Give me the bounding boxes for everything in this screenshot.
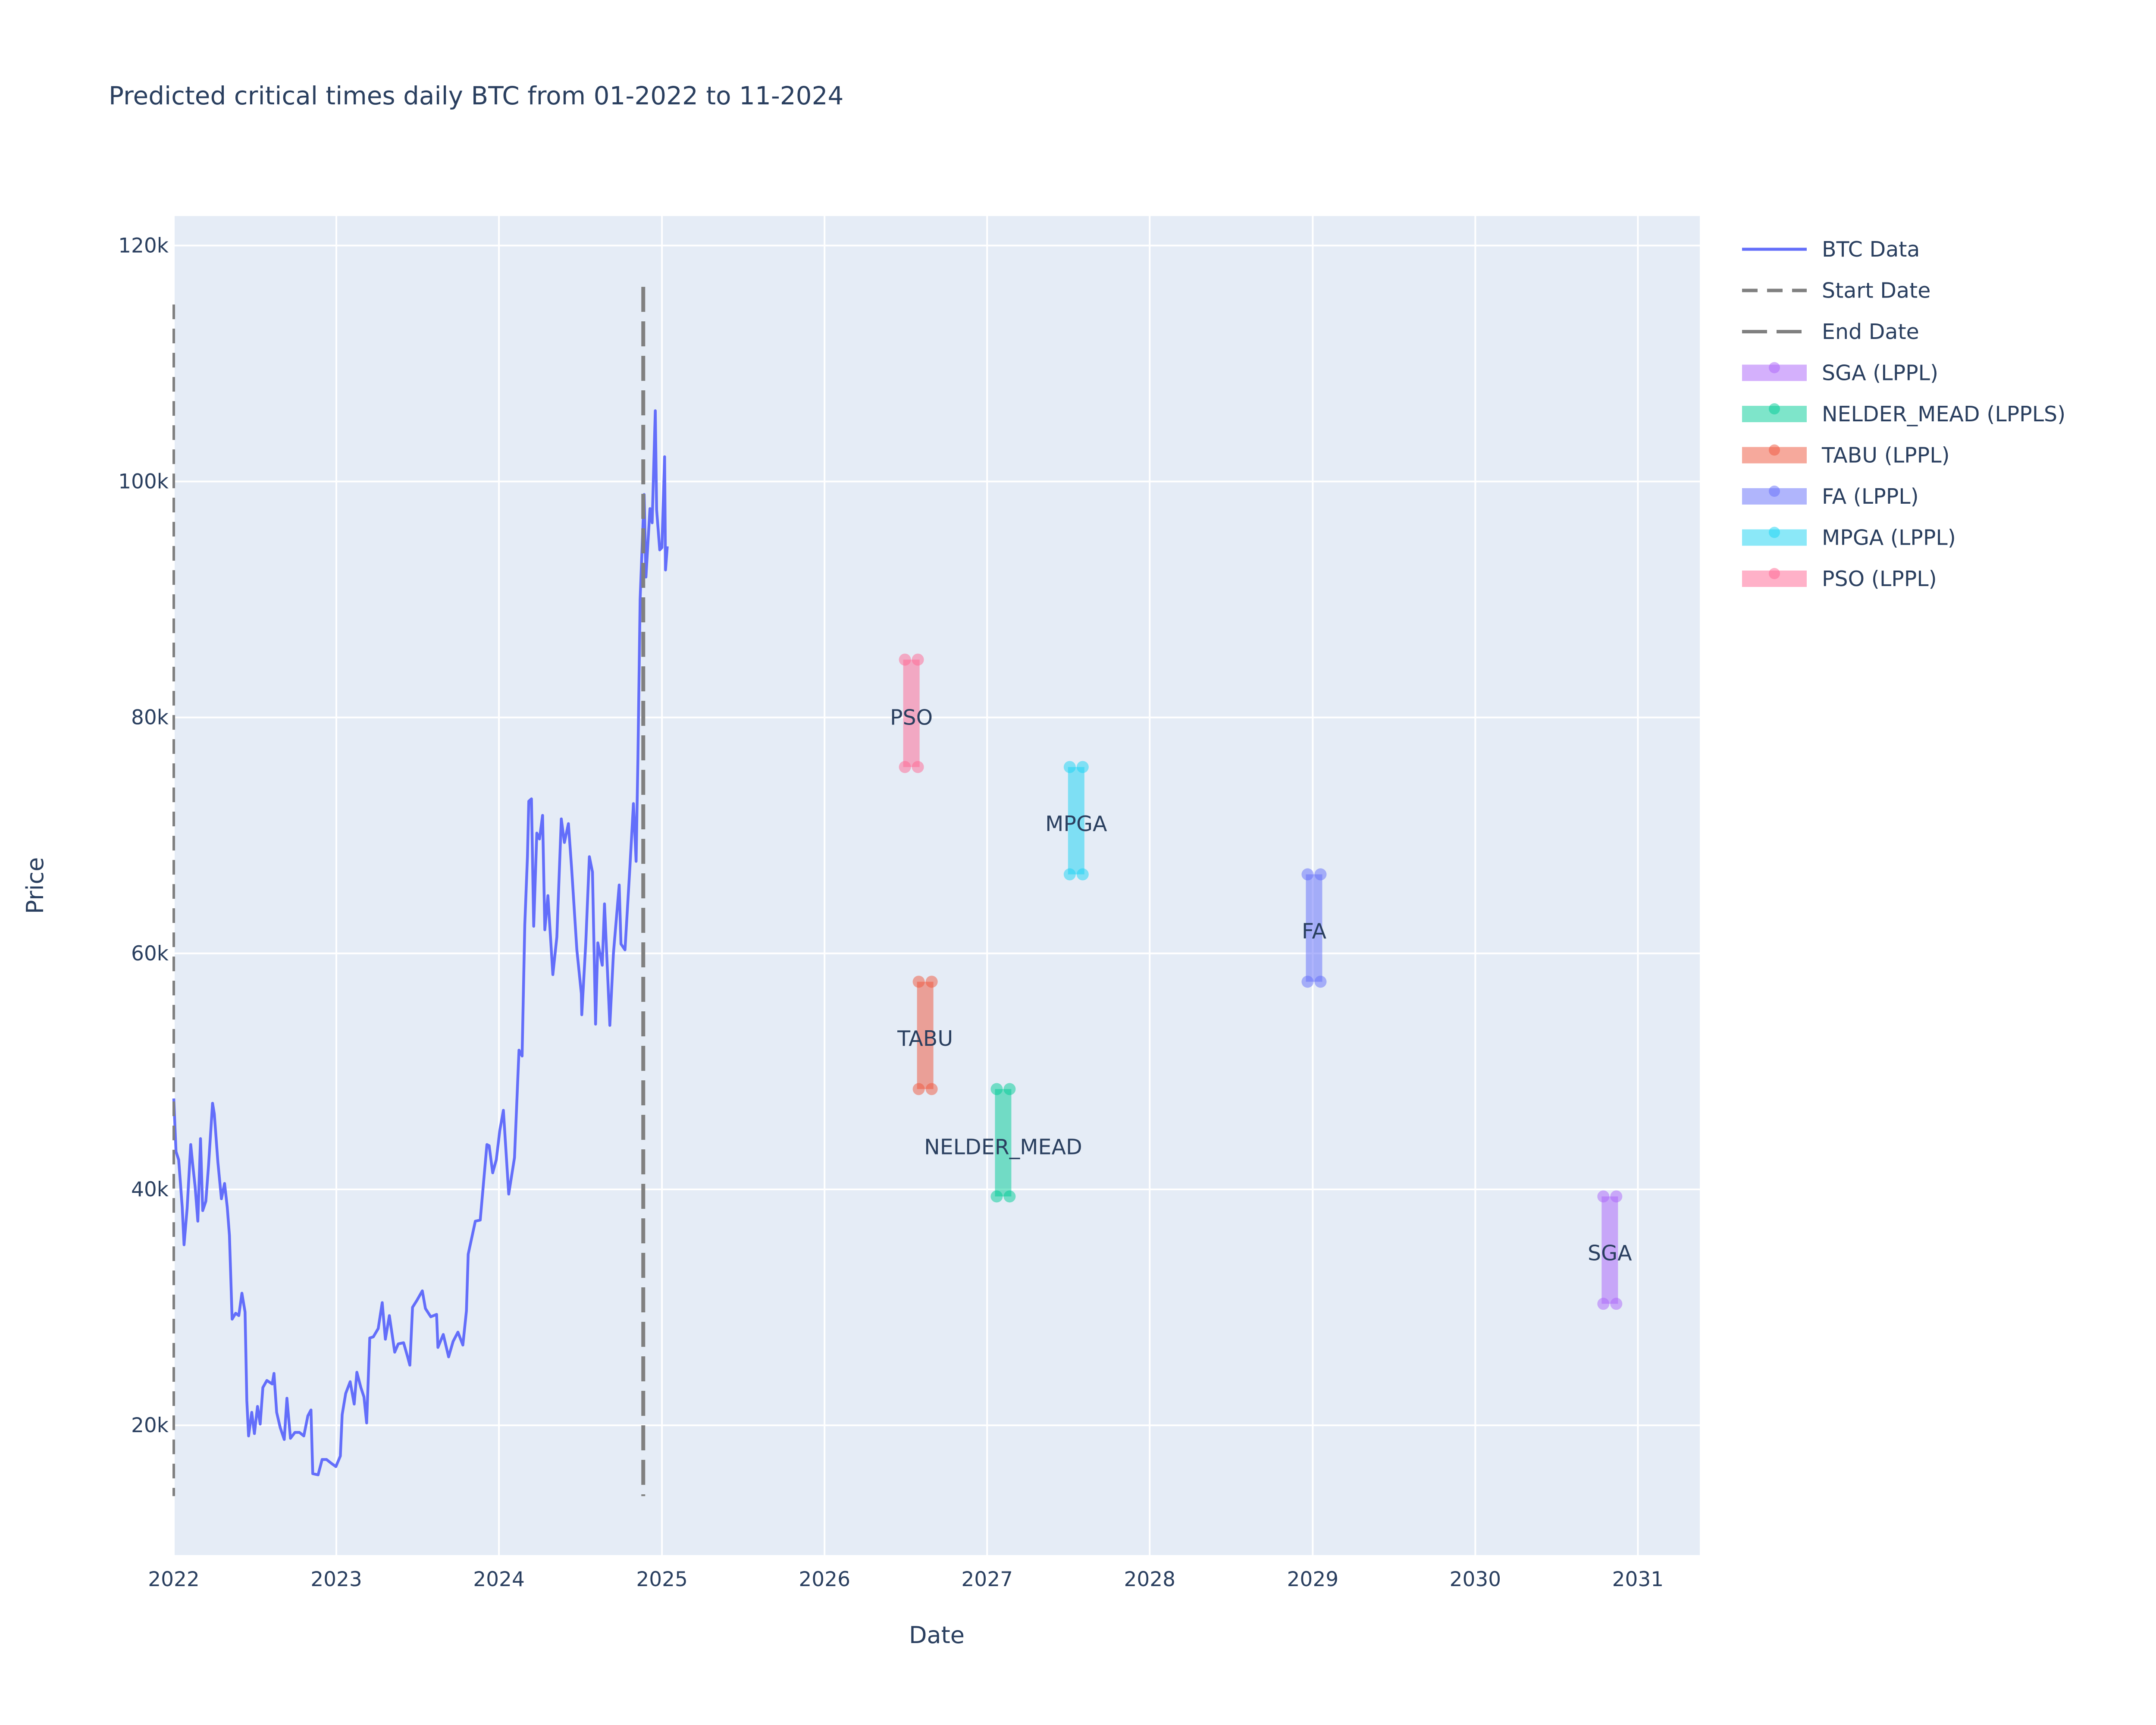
legend-label: NELDER_MEAD (LPPLS) — [1822, 402, 2065, 427]
legend-label: FA (LPPL) — [1822, 484, 1919, 509]
sga-range-marker — [1610, 1298, 1623, 1310]
mpga-range-marker — [1063, 761, 1076, 773]
legend-label: TABU (LPPL) — [1821, 443, 1950, 468]
legend[interactable]: BTC Data Start Date End Date SGA (LPPL) NELD… — [1742, 237, 2065, 591]
y-axis-title: Price — [22, 857, 49, 914]
tabu-range-marker — [925, 975, 938, 988]
y-tick-label: 120k — [118, 234, 169, 257]
y-tick-label: 80k — [131, 706, 169, 730]
fa-range-marker — [1301, 975, 1314, 988]
sga-range-marker — [1597, 1190, 1610, 1203]
legend-marker — [1769, 568, 1780, 579]
legend-item-btc-data[interactable]: BTC Data — [1742, 237, 1920, 262]
x-tick-label: 2025 — [636, 1568, 688, 1591]
tabu-range-marker — [925, 1083, 938, 1095]
y-tick-label: 40k — [131, 1178, 169, 1201]
tabu-annotation: TABU — [897, 1026, 953, 1051]
sga-range-marker — [1597, 1298, 1610, 1310]
sga-annotation: SGA — [1588, 1241, 1632, 1266]
fa-range-marker — [1314, 868, 1327, 881]
pso-range-marker — [899, 761, 911, 773]
tick-labels: 2022 2023 2024 2025 2026 2027 2028 2029 2030 2031… — [118, 234, 1664, 1591]
legend-marker — [1769, 527, 1780, 538]
x-tick-label: 2022 — [148, 1568, 200, 1591]
mpga-range-marker — [1063, 868, 1076, 881]
legend-item-tabu-lppl[interactable]: TABU (LPPL) — [1742, 443, 1950, 468]
fa-range-marker — [1314, 975, 1327, 988]
x-tick-label: 2027 — [961, 1568, 1013, 1591]
legend-item-start-date[interactable]: Start Date — [1742, 279, 1930, 303]
y-tick-label: 20k — [131, 1414, 169, 1437]
sga-range-marker — [1610, 1190, 1623, 1203]
x-tick-label: 2023 — [310, 1568, 362, 1591]
legend-item-nelder-mead-lppls[interactable]: NELDER_MEAD (LPPLS) — [1742, 402, 2065, 427]
pso-range-marker — [912, 653, 924, 666]
nelder-mead-range-marker — [1003, 1083, 1016, 1095]
tabu-range-marker — [912, 1083, 925, 1095]
legend-label: Start Date — [1822, 279, 1930, 303]
nelder-mead-range-marker — [990, 1190, 1003, 1203]
legend-item-mpga-lppl[interactable]: MPGA (LPPL) — [1742, 526, 1956, 550]
chart-title: Predicted critical times daily BTC from … — [109, 81, 843, 110]
legend-item-end-date[interactable]: End Date — [1742, 320, 1919, 344]
legend-marker — [1769, 403, 1780, 414]
pso-annotation: PSO — [890, 706, 933, 730]
mpga-annotation: MPGA — [1045, 812, 1107, 836]
y-tick-label: 60k — [131, 942, 169, 966]
x-tick-label: 2026 — [799, 1568, 850, 1591]
mpga-range-marker — [1076, 868, 1089, 881]
legend-label: PSO (LPPL) — [1822, 567, 1937, 591]
x-tick-label: 2028 — [1124, 1568, 1175, 1591]
chart-marks: SGA NELDER_MEAD TABU FA MPGA PSO — [172, 287, 1632, 1496]
x-tick-label: 2031 — [1612, 1568, 1664, 1591]
fa-range-marker — [1301, 868, 1314, 881]
legend-item-sga-lppl[interactable]: SGA (LPPL) — [1742, 361, 1938, 386]
legend-marker — [1769, 444, 1780, 456]
btc-price-line — [172, 409, 669, 1477]
plot-area — [174, 216, 1700, 1555]
nelder-mead-annotation: NELDER_MEAD — [924, 1135, 1082, 1159]
y-tick-label: 100k — [118, 470, 169, 494]
x-tick-label: 2024 — [473, 1568, 525, 1591]
legend-marker — [1769, 362, 1780, 373]
x-axis-title: Date — [909, 1622, 965, 1649]
mpga-range-marker — [1076, 761, 1089, 773]
nelder-mead-range-marker — [1003, 1190, 1016, 1203]
x-tick-label: 2030 — [1450, 1568, 1501, 1591]
tabu-range-marker — [912, 975, 925, 988]
x-tick-label: 2029 — [1287, 1568, 1339, 1591]
nelder-mead-range-marker — [990, 1083, 1003, 1095]
legend-label: End Date — [1822, 320, 1919, 344]
legend-label: SGA (LPPL) — [1822, 361, 1938, 386]
pso-range-marker — [912, 761, 924, 773]
legend-label: BTC Data — [1822, 237, 1920, 262]
legend-item-fa-lppl[interactable]: FA (LPPL) — [1742, 484, 1919, 509]
legend-marker — [1769, 486, 1780, 497]
fa-annotation: FA — [1302, 919, 1327, 944]
pso-range-marker — [899, 653, 911, 666]
legend-label: MPGA (LPPL) — [1822, 526, 1956, 550]
gridlines — [173, 216, 1700, 1555]
legend-item-pso-lppl[interactable]: PSO (LPPL) — [1742, 567, 1937, 591]
